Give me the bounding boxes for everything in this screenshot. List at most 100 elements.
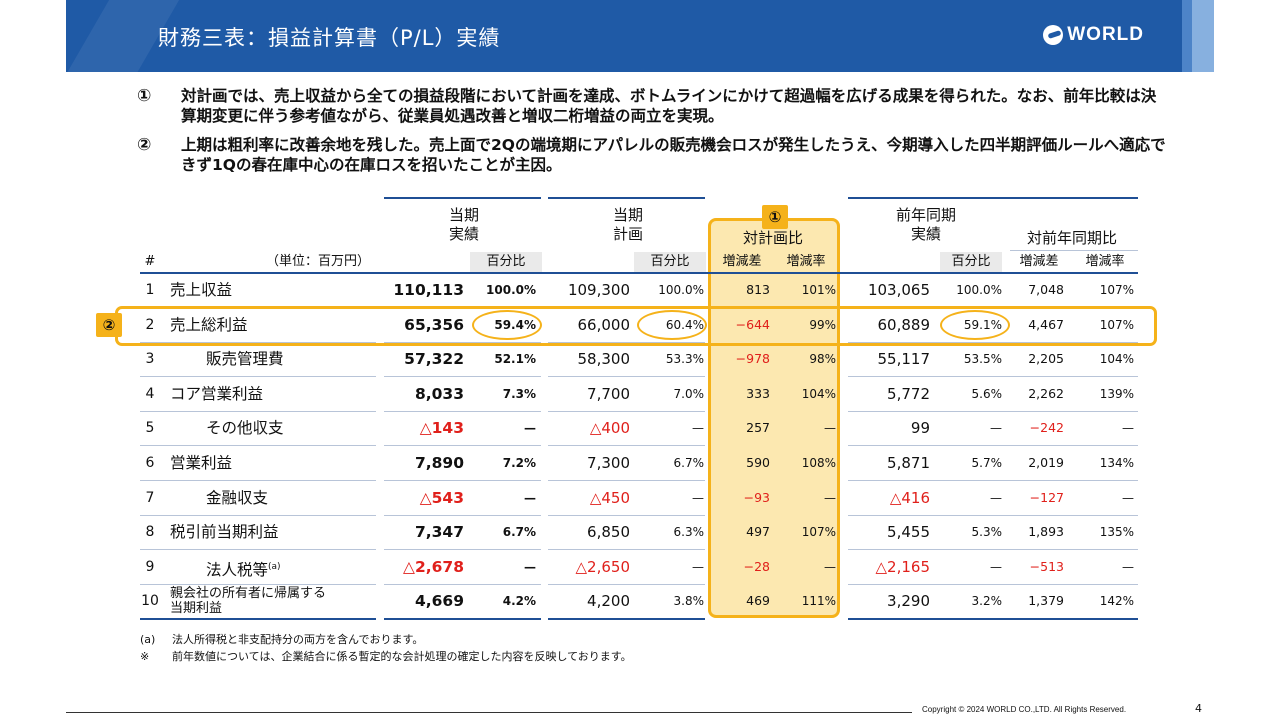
cell-py: 5,772: [887, 384, 930, 403]
row-label-text: 金融収支: [206, 488, 269, 507]
cell-vr: 104%: [801, 386, 836, 401]
row-number: 1: [145, 282, 155, 298]
footnote: ※ 前年数値については、企業結合に係る暫定的な会計処理の確定した内容を反映してお…: [140, 648, 632, 665]
cell-py: 5,455: [887, 523, 930, 542]
row-separator: [548, 618, 705, 621]
row-separator: [848, 514, 1138, 516]
vs-plan-highlight: [708, 218, 840, 618]
row-separator: [548, 445, 705, 447]
row-separator: [848, 549, 1138, 551]
footnotes: (a) 法人所得税と非支配持分の両方を含んでおります。 ※ 前年数値については、…: [140, 631, 632, 665]
footer-rule: [66, 712, 912, 713]
cell-pyp: 5.3%: [971, 525, 1003, 540]
cell-pln: △2,650: [575, 557, 630, 576]
row-separator: [848, 480, 1138, 481]
col-plan-diff: 増減差: [722, 254, 762, 269]
row-separator: [140, 514, 376, 516]
header-rule: [384, 197, 541, 199]
row-label-text: 親会社の所有者に帰属する: [170, 586, 327, 602]
row-number: 6: [145, 455, 155, 471]
cell-actp: 6.7%: [502, 525, 536, 540]
row-label-text: コア営業利益: [170, 384, 264, 403]
cell-actp: 52.1%: [494, 352, 536, 367]
cell-yr: 134%: [1099, 456, 1134, 470]
row-label-text: 営業利益: [170, 454, 233, 472]
table-row: 10 親会社の所有者に帰属する 当期利益 4,669 4.2% 4,200 3.8% 469 1…: [140, 584, 1140, 618]
col-current-pct: 百分比: [470, 252, 542, 272]
cell-pln: 7,300: [587, 454, 630, 472]
slide-header: 財務三表：損益計算書（P/L）実績 WORLD: [66, 0, 1214, 72]
cell-yd: 2,262: [1028, 385, 1064, 401]
cell-pln: △450: [589, 488, 630, 507]
page-number: 4: [1195, 702, 1202, 715]
row-label-text: その他収支: [206, 419, 284, 438]
row-label: 売上収益: [170, 273, 232, 307]
cell-act: △2,678: [403, 557, 464, 576]
row-separator: [384, 480, 541, 481]
cell-yd: −513: [1029, 558, 1064, 574]
cell-actp: 7.2%: [502, 456, 536, 470]
cell-yr: 107%: [1099, 317, 1134, 332]
cell-py: 99: [910, 419, 930, 438]
row-label: 法人税等(a): [206, 550, 281, 584]
cell-act: △143: [419, 419, 464, 438]
row-separator: [548, 480, 705, 481]
row-separator: [140, 341, 376, 343]
cell-vr: 107%: [801, 525, 836, 540]
cell-plnp: 6.7%: [673, 456, 705, 470]
company-logo: WORLD: [1043, 24, 1144, 46]
table-row: 5 その他収支 △143 — △400 — 257 — 99 — −242 —: [140, 411, 1140, 445]
cell-vr: 108%: [801, 456, 836, 470]
cell-actp: 7.3%: [502, 386, 536, 401]
cell-act: 110,113: [393, 281, 464, 299]
table-row: 9 法人税等(a) △2,678 — △2,650 — −28 — △2,165 — −513 —: [140, 550, 1140, 584]
cell-act: 7,890: [414, 454, 464, 472]
cell-yd: −127: [1029, 489, 1064, 505]
cell-vd: −978: [735, 351, 770, 367]
cell-actp: —: [524, 490, 536, 505]
col-prev-pct: 百分比: [940, 252, 1002, 272]
row-separator: [548, 583, 705, 585]
row-number: 8: [145, 524, 155, 541]
row-separator: [848, 583, 1138, 585]
col-hash: #: [144, 254, 156, 269]
row-separator: [140, 480, 376, 481]
cell-vd: 813: [746, 282, 770, 297]
cell-yd: 1,893: [1028, 524, 1064, 540]
cell-plnp: 3.8%: [673, 594, 705, 609]
row-separator: [384, 583, 541, 585]
col-current-actual: 当期 実績: [448, 206, 479, 243]
cell-pln: 109,300: [567, 281, 630, 299]
bullet-number: ①: [137, 86, 152, 106]
bullet-1: ① 対計画では、売上収益から全ての損益段階において計画を達成、ボトムラインにかけ…: [137, 86, 1177, 126]
cell-plnp: 6.3%: [673, 525, 705, 540]
col-unit: （単位：百万円）: [265, 254, 370, 269]
footnote: (a) 法人所得税と非支配持分の両方を含んでおります。: [140, 631, 632, 648]
cell-vd: 497: [746, 524, 770, 540]
row-label: 親会社の所有者に帰属する 当期利益: [170, 586, 326, 620]
row-separator: [384, 514, 541, 516]
cell-vd: −644: [735, 316, 770, 332]
bullet-number: ②: [137, 135, 152, 155]
cell-yr: —: [1122, 559, 1134, 574]
row-number: 3: [145, 351, 155, 368]
row-label-text: 売上総利益: [170, 315, 248, 334]
col-plan-rate: 増減率: [786, 254, 826, 269]
row-label-text-line2: 当期利益: [170, 601, 223, 617]
col-current-plan: 当期 計画: [612, 206, 643, 243]
table-row: 3 販売管理費 57,322 52.1% 58,300 53.3% −978 98% 55,11…: [140, 342, 1140, 376]
row-label: その他収支: [206, 411, 284, 445]
cell-actp: 4.2%: [502, 594, 536, 609]
row-label-text: 税引前当期利益: [170, 523, 279, 542]
table-row: 1 売上収益 110,113 100.0% 109,300 100.0% 813 101% 10…: [140, 273, 1140, 307]
header-stripe-light: [1192, 0, 1214, 72]
row-label-text: 売上収益: [170, 281, 233, 299]
cell-py: △2,165: [875, 557, 930, 576]
row-separator: [140, 376, 376, 378]
cell-yr: —: [1122, 490, 1134, 505]
row-separator: [848, 341, 1138, 343]
header-bottom-rule: [140, 272, 1138, 274]
row-separator: [384, 341, 541, 343]
row-separator: [140, 583, 376, 585]
copyright: Copyright © 2024 WORLD CO.,LTD. All Righ…: [922, 705, 1127, 714]
